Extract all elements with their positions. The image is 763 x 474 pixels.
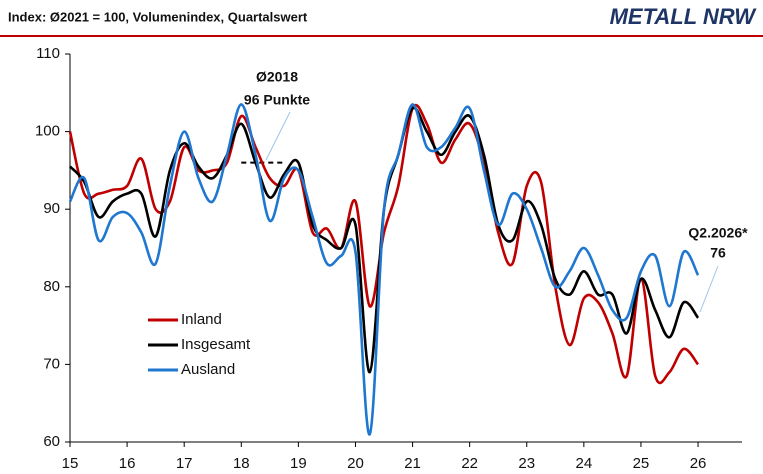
legend-label: Insgesamt xyxy=(181,336,251,353)
x-tick-label: 18 xyxy=(233,455,250,472)
y-tick-label: 90 xyxy=(43,200,60,217)
x-tick-label: 20 xyxy=(347,455,364,472)
series-line xyxy=(68,103,700,436)
y-tick-label: 110 xyxy=(36,45,60,62)
leader-line xyxy=(265,111,291,161)
x-tick-label: 17 xyxy=(176,455,193,472)
series-line xyxy=(69,106,700,374)
logo: METALL NRW xyxy=(610,4,758,29)
annotation: Ø2018 xyxy=(256,69,298,85)
x-tick-label: 21 xyxy=(404,455,421,472)
x-tick-label: 26 xyxy=(690,455,707,472)
x-tick-label: 22 xyxy=(461,455,478,472)
x-tick-label: 25 xyxy=(633,455,650,472)
x-tick-label: 15 xyxy=(62,455,79,472)
y-tick-label: 70 xyxy=(43,355,60,372)
series-line xyxy=(68,103,700,385)
legend-label: Inland xyxy=(181,311,222,328)
chart-title: Index: Ø2021 = 100, Volumenindex, Quarta… xyxy=(8,9,308,24)
annotation: Q2.2026* xyxy=(688,225,748,241)
leader-line xyxy=(699,265,719,313)
annotation: 96 Punkte xyxy=(244,92,310,108)
annotation: 76 xyxy=(710,245,726,261)
y-tick-label: 80 xyxy=(43,278,60,295)
x-tick-label: 24 xyxy=(576,455,593,472)
x-tick-label: 23 xyxy=(518,455,535,472)
x-tick-label: 16 xyxy=(119,455,136,472)
x-tick-label: 19 xyxy=(290,455,307,472)
legend-label: Ausland xyxy=(181,361,235,378)
y-tick-label: 60 xyxy=(43,433,60,450)
y-tick-label: 100 xyxy=(35,123,60,140)
